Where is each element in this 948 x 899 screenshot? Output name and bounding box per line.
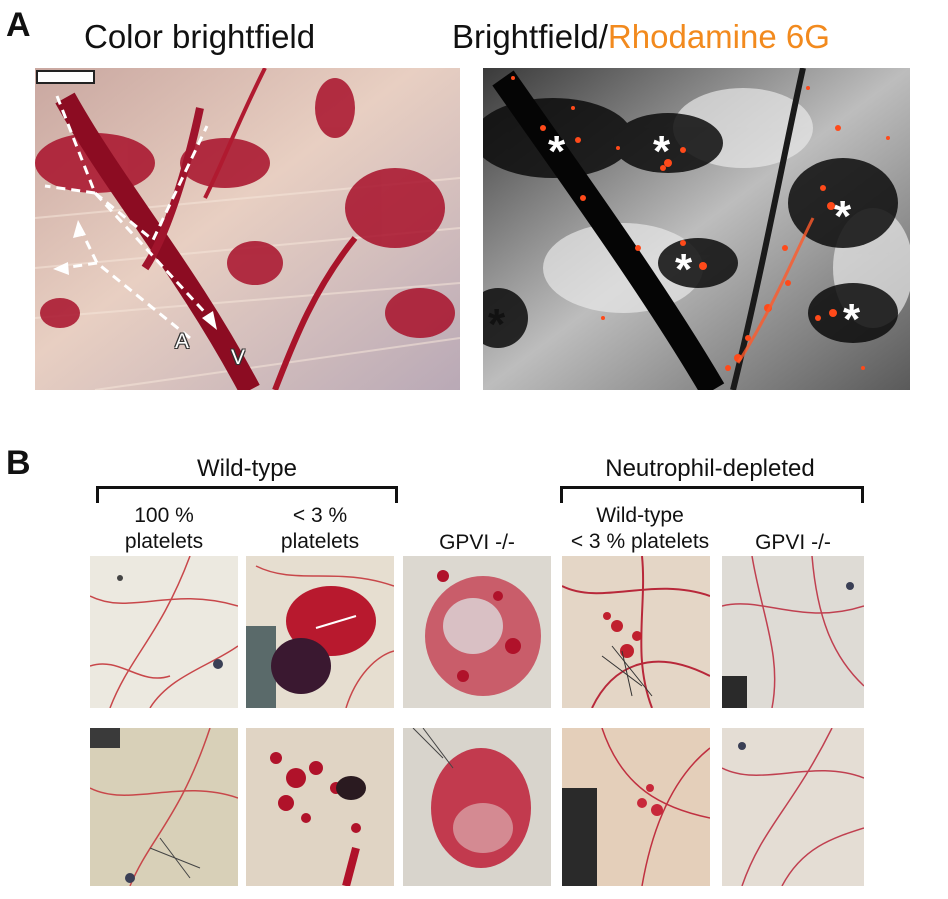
panel-a-right-title: Brightfield/Rhodamine 6G [452,18,830,56]
column-label-gpvi-neutrophil: GPVI -/- [755,531,831,554]
panel-a-left-title: Color brightfield [84,18,316,55]
group-label-neutrophil-depleted: Neutrophil-depleted [605,455,815,482]
artery-label: A [175,330,190,353]
panel-b-letter: B [6,444,31,482]
column-label-3-platelets-line1: < 3 % [292,504,348,527]
asterisk-marker-3: * [834,192,852,241]
skin-photo-100-platelets-2 [90,728,238,886]
panel-a-right-title-highlight: Rhodamine 6G [607,18,830,55]
column-label-3-platelets: < 3 % platelets [244,503,396,555]
skin-photo-gpvi-neutrophil-1 [722,556,864,708]
column-label-100-platelets: 100 % platelets [88,503,240,555]
skin-photo-neutrophil-wildtype-1 [562,556,710,708]
group-bracket-wildtype [96,486,398,503]
panel-a-right-title-prefix: Brightfield/ [452,18,608,55]
column-label-100-platelets-line2: platelets [124,530,204,553]
skin-photo-gpvi-wildtype-2 [403,728,551,886]
asterisk-marker-4: * [675,245,693,294]
skin-photo-100-platelets-1 [90,556,238,708]
skin-photo-neutrophil-wildtype-2 [562,728,710,886]
skin-photo-gpvi-wildtype-1 [403,556,551,708]
asterisk-marker-2: * [653,127,671,176]
brightfield-rhodamine-image: * * * * * * [483,68,910,390]
column-label-neutrophil-wildtype-line2: < 3 % platelets [570,530,710,553]
skin-photo-3-platelets-1 [246,556,394,708]
skin-photo-gpvi-neutrophil-2 [722,728,864,886]
group-label-wildtype: Wild-type [196,455,298,482]
column-label-3-platelets-line2: platelets [280,530,360,553]
color-brightfield-image: A V [35,68,460,390]
vein-label: V [231,346,246,369]
skin-photo-3-platelets-2 [246,728,394,886]
asterisk-marker-6: * [488,300,506,349]
panel-a-letter: A [6,6,31,44]
column-label-neutrophil-wildtype: Wild-type < 3 % platelets [554,503,726,555]
asterisk-marker-1: * [548,127,566,176]
asterisk-marker-5: * [843,295,861,344]
column-label-gpvi-wildtype: GPVI -/- [439,531,515,554]
group-bracket-neutrophil-depleted [560,486,864,503]
column-label-neutrophil-wildtype-line1: Wild-type [596,504,684,527]
scale-bar [36,70,95,84]
column-label-100-platelets-line1: 100 % [134,504,194,527]
